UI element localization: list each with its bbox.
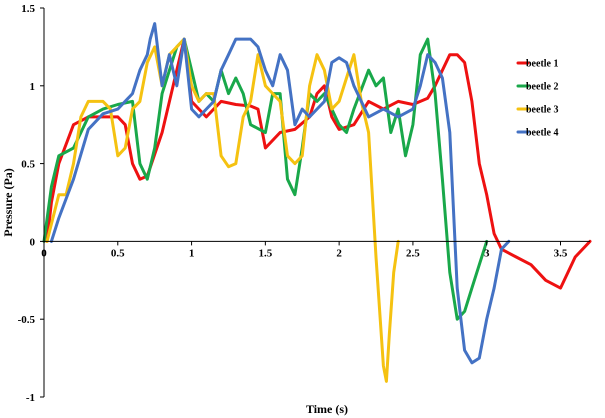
x-tick-label: 3 [484,247,490,259]
y-tick-label: 0 [30,236,36,248]
y-ticks: -1 -0.5 0 0.5 1 1.5 [18,3,44,404]
legend-label-1: beetle 1 [526,59,559,70]
x-axis-title: Time (s) [306,402,348,416]
legend-label-4: beetle 4 [526,128,559,139]
y-tick-label: -1 [26,392,35,404]
x-tick-label: 3.5 [554,247,568,259]
legend-label-2: beetle 2 [526,82,559,93]
x-tick-label: 1.5 [258,247,272,259]
y-axis-title: Pressure (Pa) [1,168,15,237]
series-line-3 [45,37,400,383]
series-line-4 [49,22,511,365]
x-tick-label: 1 [189,247,195,259]
y-tick-label: -0.5 [18,314,36,326]
y-tick-label: 1.5 [21,3,35,15]
y-tick-label: 0.5 [21,159,35,171]
legend: beetle 1 beetle 2 beetle 3 beetle 4 [516,59,559,139]
x-tick-label: 0.5 [111,247,125,259]
y-tick-label: 1 [30,81,36,93]
series-line-1 [45,37,592,290]
x-tick-label: 2.5 [406,247,420,259]
x-ticks: 0 0.5 1 1.5 2 2.5 3 3.5 [41,241,568,259]
x-tick-label: 2 [336,247,342,259]
x-tick-label: 0 [41,247,47,259]
series-lines [42,22,592,383]
legend-label-3: beetle 3 [526,105,559,116]
